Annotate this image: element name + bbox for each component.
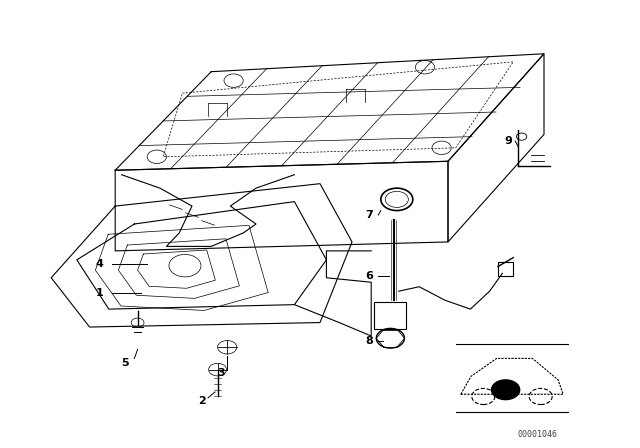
Text: 00001046: 00001046 <box>518 430 557 439</box>
Circle shape <box>492 380 520 400</box>
Text: 4: 4 <box>95 259 103 269</box>
Text: 9: 9 <box>505 136 513 146</box>
Text: 6: 6 <box>365 271 373 280</box>
Text: 1: 1 <box>95 289 103 298</box>
Bar <box>374 302 406 329</box>
Text: 5: 5 <box>121 358 129 368</box>
Text: 3: 3 <box>217 368 225 378</box>
Text: 8: 8 <box>365 336 373 346</box>
Text: 7: 7 <box>365 210 373 220</box>
Text: 2: 2 <box>198 396 205 406</box>
